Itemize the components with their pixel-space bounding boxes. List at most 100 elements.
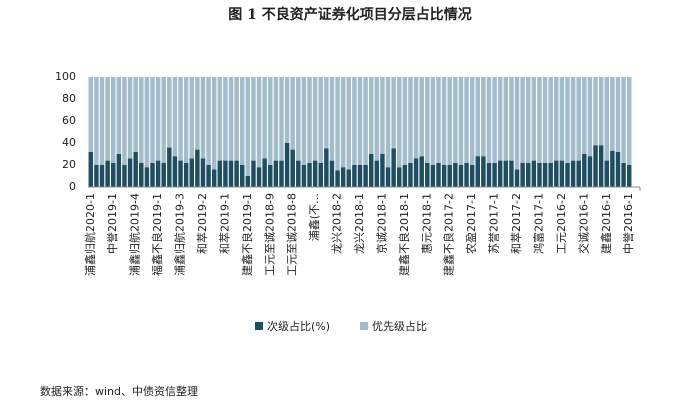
- bar-segment: [234, 160, 239, 187]
- bar-segment: [542, 162, 548, 187]
- bar-segment: [531, 77, 537, 161]
- x-tick-label: 和萃2017-2: [510, 193, 523, 254]
- bar-segment: [582, 154, 587, 187]
- bar-segment: [626, 77, 632, 165]
- x-tick-label: 建鑫不良2017-2: [442, 193, 456, 276]
- bar-segment: [178, 77, 183, 161]
- bar-segment: [127, 77, 133, 159]
- bar-segment: [206, 165, 211, 187]
- bar-segment: [419, 77, 424, 157]
- bar-segment: [340, 167, 346, 187]
- bar-segment: [492, 77, 497, 163]
- bar-segment: [94, 165, 99, 187]
- bar-segment: [559, 160, 565, 187]
- x-tick-label: 浦鑫归航2019-4: [128, 193, 142, 276]
- bar-segment: [430, 77, 436, 165]
- bar-segment: [514, 77, 520, 170]
- bar-segment: [357, 77, 363, 165]
- x-tick-label: 工元至诚2018-8: [286, 193, 299, 276]
- bar-segment: [610, 77, 615, 151]
- bar-segment: [122, 77, 127, 165]
- bar-segment: [178, 160, 183, 187]
- y-tick-label: 0: [69, 180, 76, 193]
- x-tick-label: 浦鑫(不…: [307, 193, 321, 241]
- legend-swatch: [255, 322, 263, 330]
- bar-segment: [273, 160, 279, 187]
- bar-segment: [206, 77, 211, 165]
- bar-segment: [363, 165, 368, 187]
- bar-segment: [340, 77, 346, 168]
- bar-segment: [368, 77, 374, 154]
- bar-segment: [441, 165, 447, 187]
- bar-segment: [88, 151, 94, 187]
- bar-segment: [301, 77, 307, 165]
- bar-segment: [301, 165, 307, 187]
- bar-segment: [262, 158, 267, 187]
- legend-label: 次级占比(%): [267, 319, 330, 333]
- bar-segment: [329, 160, 335, 187]
- bar-segment: [391, 77, 396, 149]
- bar-segment: [509, 77, 514, 161]
- bar-segment: [211, 169, 217, 187]
- bar-segment: [357, 165, 363, 187]
- bar-segment: [262, 77, 267, 159]
- bar-segment: [363, 77, 368, 165]
- bar-segment: [335, 77, 340, 171]
- bar-segment: [144, 77, 150, 168]
- x-tick-label: 福鑫不良2019-1: [150, 193, 164, 276]
- bar-segment: [526, 162, 531, 187]
- bar-segment: [559, 77, 565, 161]
- bar-segment: [284, 143, 290, 187]
- bar-segment: [486, 77, 492, 163]
- bar-segment: [374, 77, 380, 161]
- x-tick-label: 和萃2019-2: [196, 193, 209, 254]
- y-tick-label: 60: [62, 114, 76, 127]
- bar-segment: [520, 162, 525, 187]
- bar-segment: [195, 149, 200, 187]
- bar-segment: [604, 77, 610, 161]
- bar-segment: [273, 77, 279, 161]
- bar-segment: [122, 165, 127, 187]
- bar-segment: [481, 77, 486, 157]
- bar-segment: [570, 160, 576, 187]
- bar-segment: [475, 77, 481, 157]
- bar-segment: [161, 77, 166, 163]
- bar-segment: [469, 165, 475, 187]
- x-tick-label: 苏誉2017-1: [487, 193, 501, 254]
- bar-segment: [223, 77, 228, 161]
- bar-segment: [425, 162, 430, 187]
- bar-segment: [464, 162, 469, 187]
- bar-segment: [385, 167, 391, 187]
- bar-segment: [296, 160, 301, 187]
- bar-segment: [155, 160, 161, 187]
- bar-segment: [565, 77, 570, 163]
- bar-segment: [458, 77, 464, 165]
- bar-segment: [312, 77, 318, 161]
- y-tick-label: 20: [62, 158, 76, 171]
- bar-segment: [279, 160, 284, 187]
- bar-segment: [318, 77, 323, 163]
- bar-segment: [537, 77, 542, 163]
- bar-segment: [610, 150, 615, 187]
- bar-segment: [520, 77, 525, 163]
- bar-segment: [554, 77, 559, 161]
- bar-segment: [324, 148, 329, 187]
- bar-segment: [458, 165, 464, 187]
- bar-segment: [183, 77, 189, 163]
- bar-segment: [587, 77, 593, 157]
- bar-segment: [116, 154, 122, 187]
- bar-segment: [621, 77, 626, 163]
- x-tick-label: 中誉2016-1: [621, 193, 635, 254]
- bar-segment: [598, 77, 604, 146]
- x-tick-label: 龙兴2018-2: [331, 193, 344, 254]
- bar-segment: [167, 77, 172, 148]
- bar-segment: [481, 156, 486, 187]
- bar-segment: [352, 165, 357, 187]
- bar-segment: [598, 145, 604, 187]
- bar-segment: [352, 77, 357, 165]
- bar-segment: [408, 77, 413, 163]
- bar-segment: [447, 77, 452, 165]
- bar-segment: [290, 149, 295, 187]
- source-note: 数据来源：wind、中债资信整理: [40, 384, 198, 398]
- bar-segment: [604, 160, 610, 187]
